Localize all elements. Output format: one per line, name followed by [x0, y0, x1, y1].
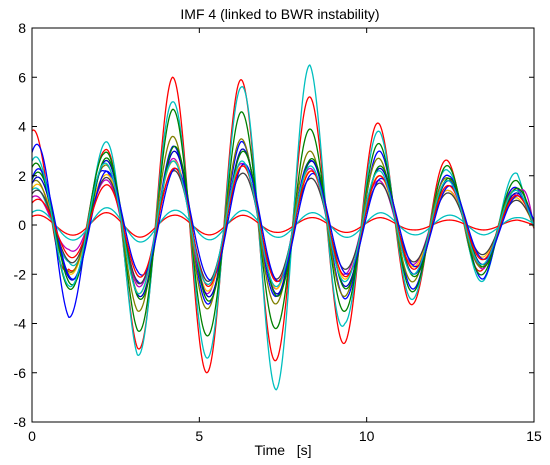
- series-line: [31, 163, 535, 282]
- y-tick-label: 0: [18, 217, 26, 233]
- y-tick-label: -2: [14, 266, 27, 282]
- x-tick-label: 5: [195, 428, 203, 444]
- y-tick-label: 4: [18, 119, 26, 135]
- series-line: [31, 108, 535, 337]
- series-line: [31, 145, 535, 302]
- series-line: [31, 76, 535, 374]
- x-tick-label: 0: [28, 428, 36, 444]
- chart-title: IMF 4 (linked to BWR instability): [180, 6, 379, 22]
- y-tick-label: 6: [18, 69, 26, 85]
- x-tick-label: 15: [526, 428, 542, 444]
- series-line: [31, 64, 535, 391]
- plot-lines: [31, 64, 535, 391]
- series-line: [31, 207, 535, 243]
- y-tick-label: -8: [14, 414, 27, 430]
- series-line: [31, 156, 535, 295]
- series-line: [31, 170, 535, 285]
- series-line: [31, 140, 535, 318]
- plot-frame: [31, 27, 535, 423]
- y-tick-label: -4: [14, 316, 27, 332]
- axis-ticks: 0 5 10 15 8 6 4 2 0 -2 -4 -6 -8: [14, 20, 542, 444]
- y-tick-label: 8: [18, 20, 26, 36]
- y-tick-label: -6: [14, 365, 27, 381]
- y-tick-label: 2: [18, 168, 26, 184]
- series-line: [31, 212, 535, 238]
- x-axis-label: Time [s]: [254, 442, 311, 458]
- x-tick-label: 10: [359, 428, 375, 444]
